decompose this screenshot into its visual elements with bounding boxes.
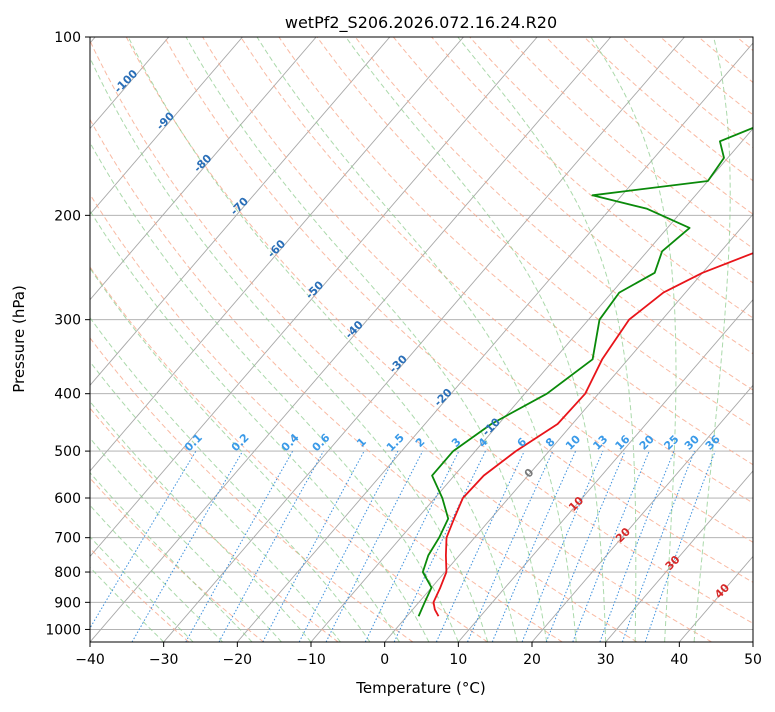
y-tick-label: 200: [54, 208, 81, 224]
dry-adiabat-line: [699, 37, 775, 642]
mixing-ratio-line: [622, 451, 694, 642]
dry-adiabat-line: [737, 37, 775, 642]
chart-title: wetPf2_S206.2026.072.16.24.R20: [285, 13, 557, 33]
mixing-ratio-line: [522, 451, 603, 642]
moist-adiabat-line: [0, 37, 370, 642]
x-tick-label: 0: [380, 652, 389, 668]
moist-adiabat-line: [346, 37, 606, 642]
mixing-ratio-label: 0.6: [310, 431, 333, 454]
x-tick-label: 50: [744, 652, 762, 668]
x-tick-label: −30: [149, 652, 179, 668]
y-axis-label: Pressure (hPa): [10, 285, 28, 393]
dry-adiabat-line: [0, 37, 488, 642]
y-tick-label: 700: [54, 531, 81, 547]
plot-frame: [90, 37, 753, 642]
x-tick-label: −20: [223, 652, 253, 668]
dry-adiabat-label: -80: [191, 152, 214, 175]
isotherm-line: [606, 37, 775, 642]
x-tick-label: 40: [670, 652, 688, 668]
dry-adiabat-label: -90: [154, 109, 177, 132]
dry-adiabat-line: [241, 37, 775, 642]
y-tick-label: 400: [54, 387, 81, 403]
dry-adiabat-line: [470, 37, 775, 642]
y-tick-label: 800: [54, 565, 81, 581]
isotherm-line: [164, 37, 685, 642]
mixing-ratio-label: 0.4: [279, 431, 302, 454]
dry-adiabat-label: -20: [432, 386, 455, 409]
dry-adiabat-line: [432, 37, 775, 642]
mixing-ratio-label: 20: [637, 432, 657, 452]
mixing-ratio-label: 3: [449, 435, 464, 450]
mixing-ratio-line: [492, 451, 575, 642]
dry-adiabat-line: [88, 37, 712, 642]
dry-adiabat-label: -30: [387, 352, 410, 375]
mixing-ratio-line: [299, 451, 398, 642]
mixing-ratio-label: 1: [354, 435, 369, 450]
mixing-ratio-label: 13: [590, 433, 610, 453]
dry-adiabat-line: [508, 37, 775, 642]
moist-adiabat-line: [186, 37, 547, 642]
mixing-ratio-line: [394, 451, 485, 642]
mixing-ratio-label: 36: [703, 432, 723, 452]
dry-adiabat-label: -50: [303, 278, 326, 301]
x-tick-label: −40: [75, 652, 105, 668]
dry-adiabat-line: [546, 37, 775, 642]
dry-adiabat-line: [0, 37, 263, 642]
moist-adiabat-line: [0, 37, 340, 642]
mixing-ratio-line: [219, 451, 324, 642]
x-tick-label: −10: [296, 652, 326, 668]
y-tick-label: 600: [54, 491, 81, 507]
mixing-ratio-line: [132, 451, 243, 642]
x-tick-label: 20: [523, 652, 541, 668]
mixing-ratio-label: 25: [661, 433, 681, 453]
y-tick-label: 500: [54, 444, 81, 460]
x-tick-label: 30: [597, 652, 615, 668]
x-tick-label: 10: [449, 652, 467, 668]
dry-adiabat-label: -70: [228, 194, 251, 217]
isotherm-line: [311, 37, 775, 642]
mixing-ratio-label: 10: [563, 432, 583, 452]
isotherm-line: [0, 37, 243, 642]
mixing-ratio-line: [186, 451, 293, 642]
y-tick-label: 900: [54, 595, 81, 611]
x-axis-label: Temperature (°C): [355, 679, 485, 697]
dry-adiabat-label: -60: [265, 237, 288, 260]
moist-adiabat-line: [40, 37, 458, 642]
isotherm-line: [0, 37, 463, 642]
mixing-ratio-line: [645, 451, 715, 642]
isotherm-line: [237, 37, 758, 642]
background-lines: [0, 37, 775, 642]
dry-adiabat-line: [50, 37, 637, 642]
moist-adiabat-line: [81, 37, 488, 642]
isotherm-line: [385, 37, 775, 642]
y-tick-label: 100: [54, 30, 81, 46]
moist-adiabat-line: [0, 37, 311, 642]
mixing-ratio-label: 30: [682, 432, 702, 452]
mixing-ratio-label: 16: [613, 432, 633, 452]
moist-adiabat-line: [0, 37, 282, 642]
moist-adiabat-line: [0, 37, 399, 642]
mixing-ratio-label: 6: [515, 435, 530, 450]
moist-adiabat-line: [458, 37, 636, 642]
isotherm-line: [753, 37, 775, 642]
dry-adiabat-line: [0, 37, 338, 642]
dry-adiabat-label: -100: [112, 67, 141, 96]
isotherm-line: [532, 37, 775, 642]
moist-adiabat-line: [0, 37, 223, 642]
isotherm-line: [0, 37, 390, 642]
dry-adiabat-line: [203, 37, 775, 642]
mixing-ratio-line: [365, 451, 459, 642]
moist-adiabat-line: [694, 37, 730, 642]
y-tick-label: 300: [54, 313, 81, 329]
y-tick-label: 1000: [45, 622, 81, 638]
moist-adiabat-line: [6, 37, 429, 642]
